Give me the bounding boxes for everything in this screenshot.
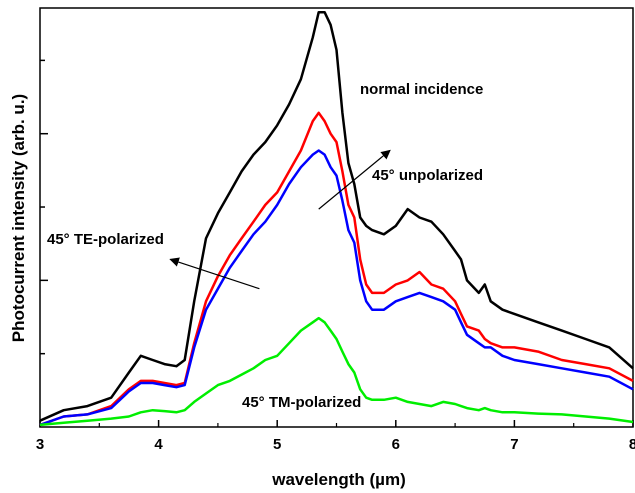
annotation-45-tm-polarized: 45° TM-polarized [242,394,361,411]
x-tick-label-8: 8 [629,436,635,453]
x-axis-title: wavelength (µm) [271,470,406,489]
annotation-45-unpolarized: 45° unpolarized [372,167,483,184]
x-tick-label-4: 4 [154,436,163,453]
annotation-45-te-polarized: 45° TE-polarized [47,231,164,248]
series-normal-incidence [39,10,634,422]
annotation-normal-incidence: normal incidence [360,81,483,98]
x-tick-label-6: 6 [392,436,400,453]
series-group [39,10,634,427]
arrow-45-te-polarized [169,257,260,290]
x-tick-label-7: 7 [510,436,518,453]
y-axis-title: Photocurrent intensity (arb. u.) [9,94,28,342]
arrow-45-unpolarized [318,149,391,210]
x-tick-label-5: 5 [273,436,281,453]
annotation-group: normal incidence 45° unpolarized 45° TE-… [47,81,483,411]
series-45-unpolarized [39,111,634,427]
series-45-te-polarized [39,149,634,427]
axes-text-group: wavelength (µm) Photocurrent intensity (… [9,94,406,489]
plot-frame-group: 3 4 5 6 7 8 [36,7,635,453]
x-tick-label-3: 3 [36,436,44,453]
series-45-tm-polarized [39,316,634,427]
